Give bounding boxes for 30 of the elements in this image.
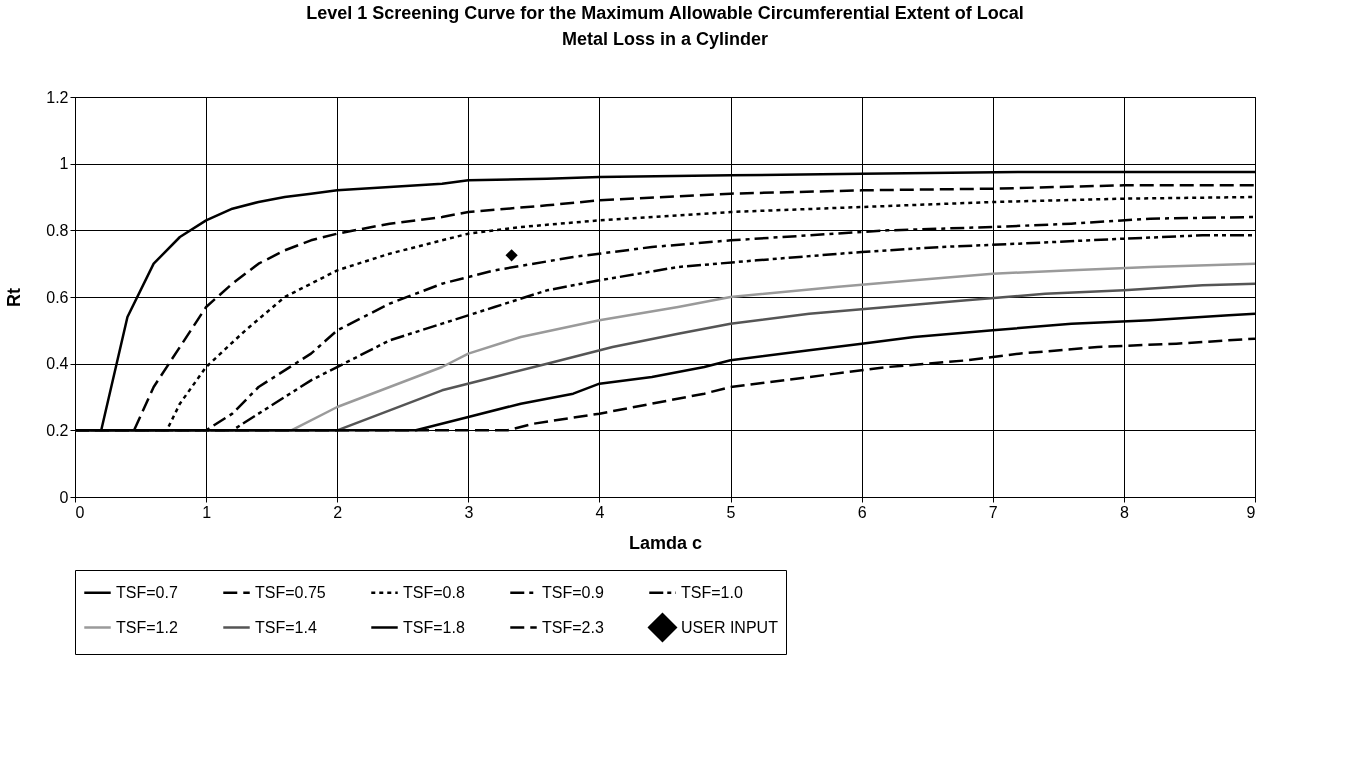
x-tick-label: 6 [857, 503, 867, 521]
legend-label: TSF=0.8 [403, 583, 465, 601]
y-axis-title: Rt [4, 288, 25, 307]
x-tick-label: 9 [1246, 503, 1256, 521]
legend-label: TSF=0.75 [255, 583, 326, 601]
y-tick-label: 1.2 [46, 88, 69, 106]
y-tick-label: 0.2 [46, 421, 69, 439]
y-tick-label: 0.6 [46, 288, 69, 306]
legend-label: TSF=1.0 [681, 583, 743, 601]
y-tick-label: 0.4 [46, 355, 69, 373]
legend-label: TSF=1.4 [255, 618, 317, 636]
legend-label: TSF=2.3 [542, 618, 604, 636]
x-tick-label: 4 [595, 503, 605, 521]
legend-label: TSF=1.2 [116, 618, 178, 636]
x-axis-title: Lamda c [628, 532, 703, 553]
legend-label: TSF=1.8 [403, 618, 465, 636]
x-tick-label: 5 [726, 503, 736, 521]
legend-label: USER INPUT [681, 618, 779, 636]
x-tick-label: 7 [988, 503, 998, 521]
x-tick-label: 3 [464, 503, 474, 521]
y-tick-label: 0 [59, 488, 69, 506]
legend-label: TSF=0.7 [116, 583, 178, 601]
y-tick-label: 0.8 [46, 221, 69, 239]
legend-label: TSF=0.9 [542, 583, 604, 601]
chart-title: Level 1 Screening Curve for the Maximum Allowable Circumferential Extent of Local Metal Loss in a Cylinder [306, 3, 1024, 49]
x-tick-label: 1 [202, 503, 212, 521]
x-tick-label: 0 [75, 503, 85, 521]
x-tick-label: 2 [333, 503, 343, 521]
x-tick-label: 8 [1119, 503, 1129, 521]
y-tick-label: 1 [59, 155, 69, 173]
